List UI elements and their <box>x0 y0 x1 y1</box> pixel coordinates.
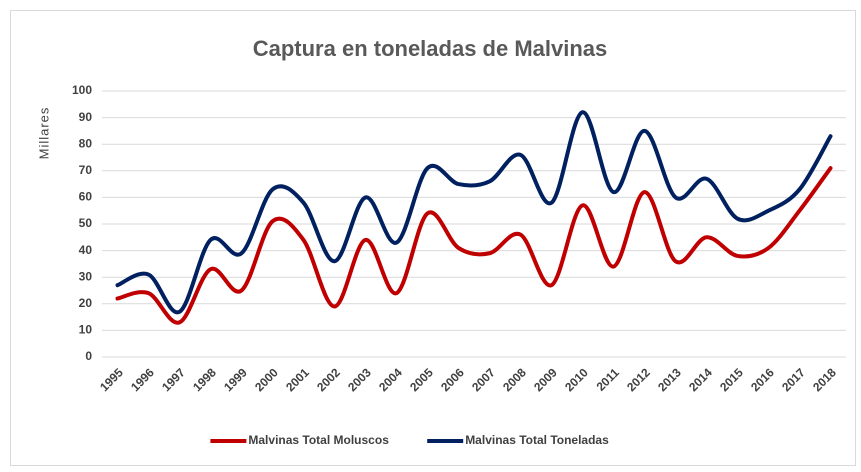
y-tick-label: 70 <box>79 163 93 177</box>
legend-label: Malvinas Total Moluscos <box>248 433 389 447</box>
chart-title: Captura en toneladas de Malvinas <box>253 36 608 61</box>
y-tick-label: 0 <box>85 349 92 363</box>
y-tick-label: 40 <box>79 243 93 257</box>
y-tick-label: 20 <box>79 296 93 310</box>
chart-border <box>10 10 856 466</box>
series-line <box>115 110 833 315</box>
y-tick-label: 100 <box>72 83 92 97</box>
y-tick-label: 90 <box>79 110 93 124</box>
legend-label: Malvinas Total Toneladas <box>465 433 609 447</box>
y-axis-label: Millares <box>36 107 51 160</box>
y-tick-label: 10 <box>79 323 93 337</box>
y-tick-label: 80 <box>79 136 93 150</box>
y-tick-label: 30 <box>79 269 93 283</box>
series-line <box>115 166 833 325</box>
y-tick-label: 60 <box>79 190 93 204</box>
y-tick-label: 50 <box>79 216 93 230</box>
